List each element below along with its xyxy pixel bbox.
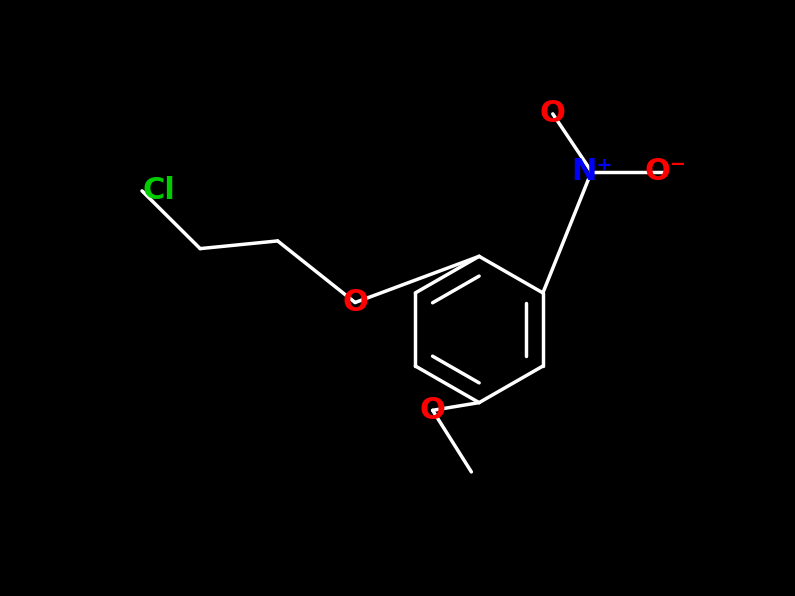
Text: O: O xyxy=(342,288,368,317)
Text: O: O xyxy=(420,396,445,425)
Text: O: O xyxy=(540,100,566,128)
Text: Cl: Cl xyxy=(142,176,175,206)
Text: N⁺: N⁺ xyxy=(571,157,612,186)
Text: O⁻: O⁻ xyxy=(644,157,686,186)
